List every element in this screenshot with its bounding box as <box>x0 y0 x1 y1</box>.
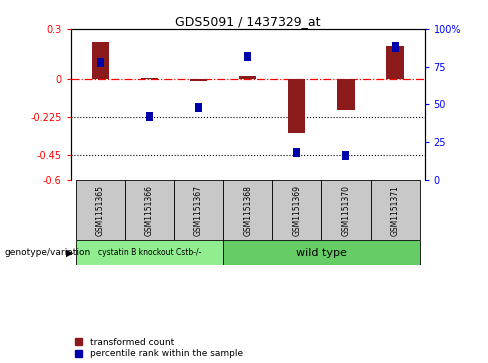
Text: GSM1151369: GSM1151369 <box>292 185 301 236</box>
Text: GSM1151367: GSM1151367 <box>194 185 203 236</box>
Bar <box>195 103 202 112</box>
Bar <box>76 180 125 240</box>
Bar <box>190 79 207 81</box>
Bar <box>141 78 158 79</box>
Bar <box>239 76 256 79</box>
Bar <box>370 180 420 240</box>
Bar <box>322 180 370 240</box>
Text: GSM1151368: GSM1151368 <box>243 185 252 236</box>
Bar <box>97 58 103 67</box>
Bar <box>272 180 322 240</box>
Title: GDS5091 / 1437329_at: GDS5091 / 1437329_at <box>175 15 321 28</box>
Bar <box>392 42 399 52</box>
Bar <box>386 46 404 79</box>
Bar <box>293 148 300 158</box>
Bar <box>223 180 272 240</box>
Legend: transformed count, percentile rank within the sample: transformed count, percentile rank withi… <box>75 338 243 359</box>
Bar <box>337 79 355 110</box>
Bar <box>76 240 223 265</box>
Text: genotype/variation: genotype/variation <box>5 248 91 257</box>
Bar <box>174 180 223 240</box>
Text: GSM1151366: GSM1151366 <box>145 185 154 236</box>
Text: GSM1151365: GSM1151365 <box>96 185 105 236</box>
Text: cystatin B knockout Cstb-/-: cystatin B knockout Cstb-/- <box>98 248 201 257</box>
Bar <box>146 112 153 121</box>
Text: GSM1151370: GSM1151370 <box>342 185 350 236</box>
Bar <box>223 240 420 265</box>
Bar <box>125 180 174 240</box>
Bar <box>343 151 349 160</box>
Text: wild type: wild type <box>296 248 347 258</box>
Text: ▶: ▶ <box>66 248 73 258</box>
Text: GSM1151371: GSM1151371 <box>390 185 400 236</box>
Bar <box>244 52 251 61</box>
Bar <box>92 42 109 79</box>
Bar <box>288 79 305 133</box>
